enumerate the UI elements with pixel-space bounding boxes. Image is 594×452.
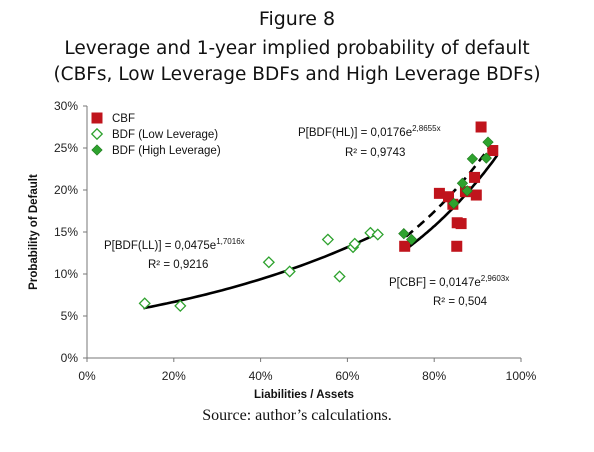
y-tick-label: 30% <box>54 99 78 113</box>
chart-title-line-1: Leverage and 1-year implied probability … <box>64 38 530 59</box>
cbf-point <box>399 240 411 252</box>
x-tick-labels: 0% 20% 40% 60% 80% 100% <box>78 358 537 383</box>
bdf-low-leverage-point <box>371 228 384 241</box>
source-note: Source: author’s calculations. <box>202 407 392 424</box>
x-tick-label: 40% <box>249 369 273 383</box>
bdf-high-leverage-point <box>461 185 473 197</box>
y-tick-label: 20% <box>54 183 78 197</box>
bdf-low-leverage-point <box>348 237 361 250</box>
legend-marker-bdf-low-leverage <box>90 127 104 141</box>
bdf-low-leverage-point <box>333 270 346 283</box>
bdf-high-leverage-point <box>448 197 460 210</box>
y-tick-label: 15% <box>54 225 78 239</box>
bdf-low-leverage-point <box>138 297 151 310</box>
x-tick-label: 20% <box>162 369 186 383</box>
fit-r2-bdf-low-leverage: R² = 0,9216 <box>148 259 208 271</box>
axes <box>86 106 521 359</box>
cbf-point <box>433 187 445 199</box>
bdf-high-leverage-point <box>482 136 494 148</box>
chart-title-line-2: (CBFs, Low Leverage BDFs and High Levera… <box>53 64 541 85</box>
fit-r2-cbf: R² = 0,504 <box>433 296 488 308</box>
x-tick-label: 60% <box>335 369 359 383</box>
legend: CBF BDF (Low Leverage) BDF (High Leverage) <box>90 112 221 157</box>
y-tick-label: 25% <box>54 141 78 155</box>
fit-equation-bdf-high-leverage: P[BDF(HL)] = 0,0176e2,8655x <box>298 124 441 139</box>
bdf-low-leverage-point <box>283 265 296 278</box>
x-axis-label: Liabilities / Assets <box>254 389 354 401</box>
x-tick-label: 0% <box>78 369 96 383</box>
y-axis-label: Probability of Default <box>28 174 40 290</box>
cbf-point <box>451 240 463 252</box>
cbf-point <box>475 121 487 133</box>
fit-annotations: P[BDF(LL)] = 0,0475e1,7016x R² = 0,9216 P[… <box>104 124 509 308</box>
x-tick-label: 100% <box>506 369 537 383</box>
fit-equation-bdf-low-leverage: P[BDF(LL)] = 0,0475e1,7016x <box>104 237 245 252</box>
y-tick-label: 0% <box>61 351 79 365</box>
bdf-high-leverage-point <box>406 233 418 246</box>
bdf-high-leverage-point <box>398 228 410 240</box>
cbf-point <box>455 218 467 230</box>
legend-label-cbf: CBF <box>112 113 135 125</box>
legend-marker-bdf-high-leverage <box>91 144 103 156</box>
legend-label-bdf-low-leverage: BDF (Low Leverage) <box>112 129 218 141</box>
bdf-low-leverage-point <box>321 233 334 246</box>
trend-line <box>143 231 381 310</box>
y-tick-label: 5% <box>61 309 79 323</box>
bdf-high-leverage-point <box>456 177 469 189</box>
fit-r2-bdf-high-leverage: R² = 0,9743 <box>345 147 405 159</box>
legend-marker-cbf <box>91 112 103 124</box>
legend-label-bdf-high-leverage: BDF (High Leverage) <box>112 145 221 157</box>
y-tick-labels: 0% 5% 10% 15% 20% 25% 30% <box>54 99 87 365</box>
trend-line <box>405 144 492 238</box>
bdf-high-leverage-point <box>480 152 492 164</box>
bdf-low-leverage-point <box>174 299 187 313</box>
bdf-low-leverage-point <box>262 256 275 269</box>
cbf-point <box>470 189 482 201</box>
cbf-point <box>487 145 499 157</box>
x-tick-label: 80% <box>422 369 446 383</box>
fit-equation-cbf: P[CBF] = 0,0147e2,9603x <box>389 274 509 289</box>
data-points <box>138 121 499 313</box>
cbf-point <box>443 191 455 203</box>
figure-number: Figure 8 <box>258 8 336 30</box>
bdf-high-leverage-point <box>466 153 479 165</box>
y-tick-label: 10% <box>54 267 78 281</box>
cbf-point <box>469 171 481 183</box>
